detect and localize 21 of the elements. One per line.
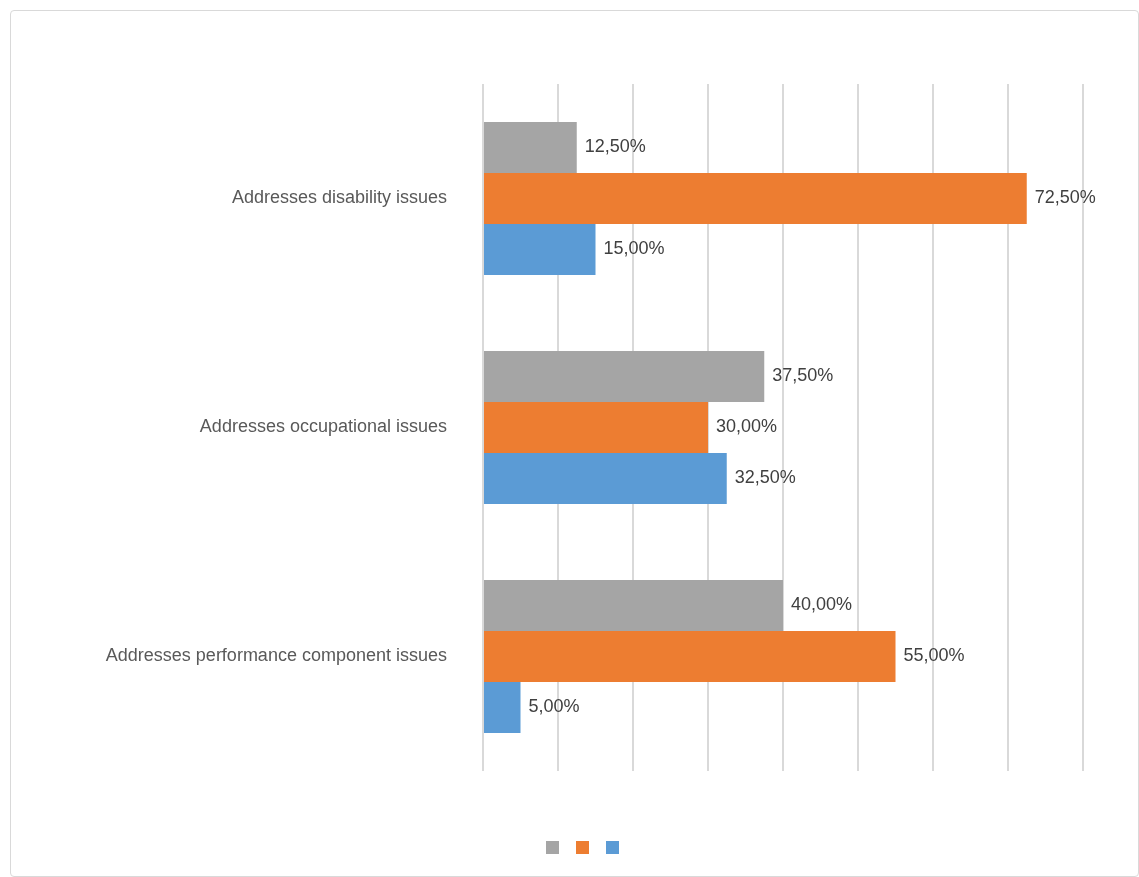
data-label: 37,50% (772, 365, 834, 386)
y-tick-label: Addresses disability issues (231, 187, 447, 208)
bar (484, 173, 1027, 224)
bar (484, 351, 765, 403)
bar (484, 631, 896, 682)
data-label: 40,00% (791, 594, 853, 615)
data-label: 12,50% (584, 136, 646, 157)
bar (484, 453, 727, 504)
data-label: 30,00% (716, 416, 778, 437)
data-label: 5,00% (528, 696, 580, 717)
data-label: 32,50% (734, 467, 796, 488)
bar (484, 580, 783, 632)
y-tick-label: Addresses occupational issues (199, 416, 447, 437)
data-label: 55,00% (903, 645, 965, 666)
data-label: 72,50% (1034, 187, 1096, 208)
data-label: 15,00% (603, 238, 665, 259)
bar (484, 224, 596, 275)
bar (484, 402, 708, 453)
y-tick-label: Addresses performance component issues (105, 645, 447, 666)
bar (484, 682, 521, 733)
bar (484, 122, 577, 174)
